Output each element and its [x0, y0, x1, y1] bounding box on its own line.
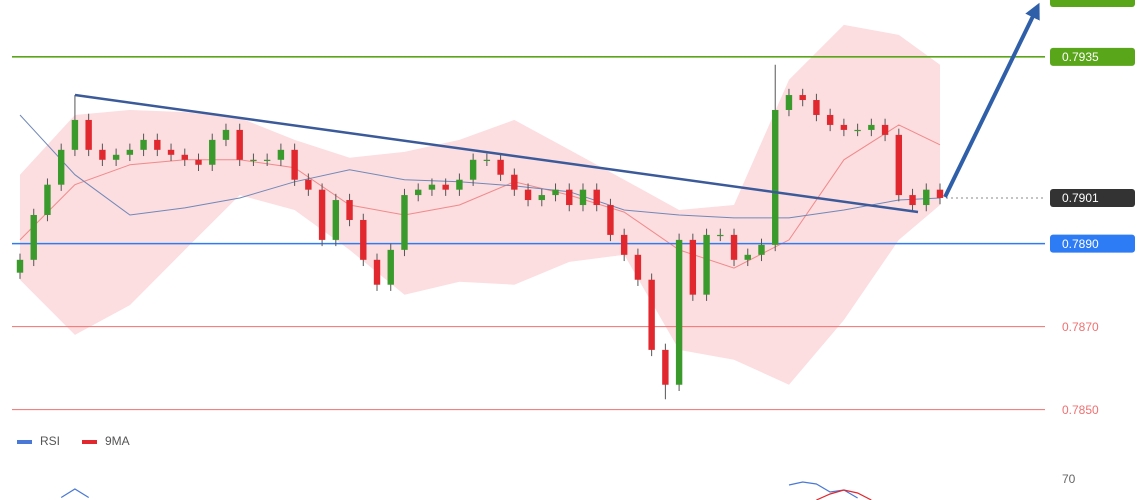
rsi-tick-label: 70 [1062, 472, 1076, 486]
candle-body [881, 124, 889, 135]
candle-body [318, 189, 326, 240]
trend-line [74, 93, 919, 214]
candle-body [909, 195, 916, 206]
candle-body [291, 149, 298, 180]
candle-body [634, 254, 642, 280]
candle-body [703, 234, 710, 295]
rsi-line [816, 489, 872, 500]
candle-body [126, 149, 134, 155]
level-label: 0.7935 [1062, 50, 1099, 64]
candle-body [236, 129, 243, 160]
candle-body [263, 159, 271, 161]
rsi-line [60, 488, 90, 499]
candle-body [524, 189, 532, 201]
candle-body [799, 95, 806, 101]
candle-body [428, 184, 436, 190]
candle-body [195, 159, 202, 165]
candle-body [71, 119, 79, 150]
candle-body [854, 129, 861, 132]
candle-body [689, 239, 697, 295]
candle-body [167, 149, 175, 155]
candle-body [730, 234, 738, 260]
candle-body [469, 159, 477, 180]
candle-body [250, 159, 257, 161]
level-box [1050, 234, 1135, 253]
candle-body [16, 259, 24, 273]
candles-layer [16, 64, 944, 400]
candle-body [593, 189, 600, 206]
rsi-line [788, 481, 858, 499]
level-label: 0.7870 [1062, 320, 1099, 334]
candle-body [620, 234, 628, 255]
candle-body [483, 159, 491, 161]
candle-body [373, 259, 381, 285]
candle-body [332, 200, 340, 240]
level-label: 0.7901 [1062, 191, 1099, 205]
candle-body [44, 184, 51, 215]
candle-body [277, 149, 285, 160]
candle-body [57, 149, 65, 185]
rsi-layer [60, 481, 872, 500]
candle-body [895, 134, 903, 196]
candle-body [497, 159, 504, 175]
candle-body [209, 139, 216, 165]
candle-body [222, 129, 230, 140]
candle-body [456, 179, 463, 190]
legend-label: 9MA [105, 434, 130, 448]
candle-body [99, 149, 106, 160]
candle-body [346, 200, 353, 220]
legend-label: RSI [40, 434, 60, 448]
candle-body [675, 239, 683, 385]
level-box [1050, 47, 1135, 66]
moving-average [19, 124, 941, 269]
bands-layer [19, 24, 941, 385]
candle-body [772, 109, 779, 245]
candle-body [785, 95, 793, 110]
candle-body [744, 254, 751, 260]
bollinger-band [20, 24, 940, 385]
band-middle [19, 114, 941, 219]
candle-body [305, 179, 312, 190]
level-label: 0.7890 [1062, 237, 1099, 251]
candle-body [840, 124, 848, 130]
candle-body [442, 184, 449, 190]
projection-arrow [943, 2, 1040, 198]
candle-body [936, 189, 944, 198]
levels-layer: 0.7935 0.7901 0.7890 0.7870 0.7850 [12, 47, 1135, 417]
candle-body [607, 205, 614, 235]
candle-body [154, 139, 161, 150]
candle-body [415, 189, 422, 196]
candle-body [401, 195, 408, 250]
candle-body [579, 189, 587, 206]
candle-body [30, 214, 37, 260]
candle-body [717, 234, 724, 237]
candle-body [387, 249, 394, 285]
candle-body [552, 189, 559, 196]
candle-body [566, 189, 573, 206]
candle-body [112, 154, 120, 160]
candle-body [85, 119, 92, 150]
target-box [1050, 0, 1135, 7]
candle-body [511, 174, 518, 190]
candle-body [923, 189, 930, 206]
candle-body [662, 349, 669, 385]
rsi-labels: 70 RSI 9MA [17, 434, 1076, 486]
candle-body [140, 139, 147, 150]
level-box [1050, 188, 1135, 207]
candle-body [758, 244, 765, 255]
candle-body [648, 279, 655, 350]
candle-body [181, 154, 188, 160]
candle-body [868, 124, 875, 130]
candle-body [826, 114, 834, 125]
candle-body [538, 195, 545, 201]
level-label: 0.7850 [1062, 403, 1099, 417]
candle-body [813, 100, 820, 115]
candle-body [360, 219, 367, 260]
